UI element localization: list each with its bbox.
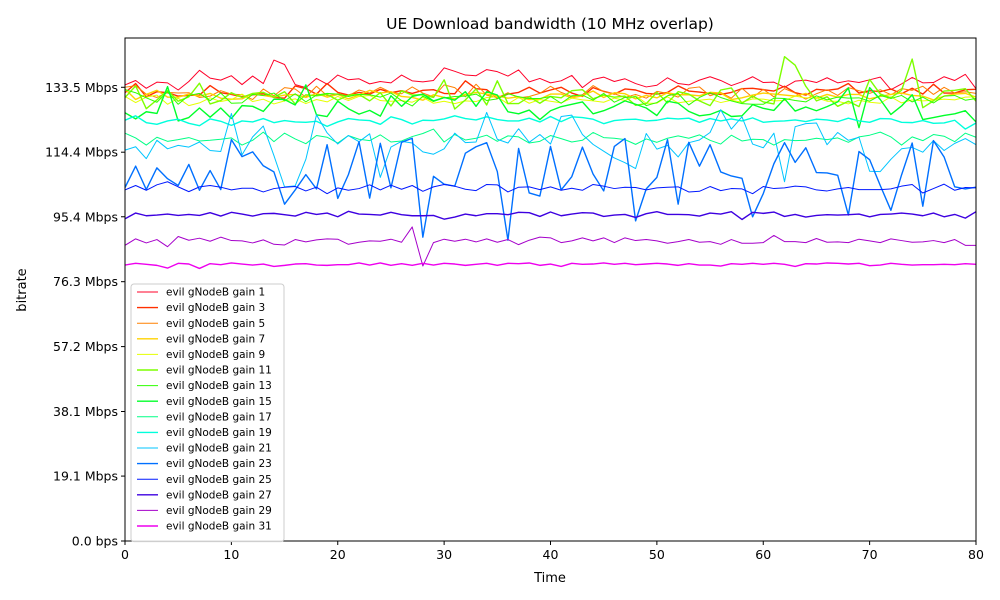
y-tick-label: 114.4 Mbps [45, 145, 118, 160]
y-tick-label: 57.2 Mbps [53, 339, 118, 354]
y-tick-label: 38.1 Mbps [53, 404, 118, 419]
legend-entry-label: evil gNodeB gain 15 [166, 396, 272, 408]
legend-entry-label: evil gNodeB gain 1 [166, 287, 265, 299]
y-tick-label: 95.4 Mbps [53, 209, 118, 224]
x-tick-label: 20 [330, 547, 346, 562]
y-tick-label: 0.0 bps [72, 534, 118, 549]
series-line-11 [124, 137, 977, 241]
legend-entry-label: evil gNodeB gain 19 [166, 427, 272, 439]
series-layer [124, 55, 977, 270]
chart-title: UE Download bandwidth (10 MHz overlap) [386, 15, 714, 33]
series-line-15 [124, 262, 977, 270]
series-line-9 [124, 115, 977, 130]
x-axis: 0 10 20 30 40 50 60 70 80 [121, 541, 984, 562]
y-tick-label: 76.3 Mbps [53, 274, 118, 289]
legend-entry-label: evil gNodeB gain 31 [166, 521, 272, 533]
legend: evil gNodeB gain 1 evil gNodeB gain 3 evil… [130, 283, 285, 543]
series-line-4 [124, 93, 977, 107]
x-tick-label: 40 [543, 547, 559, 562]
legend-entry-label: evil gNodeB gain 17 [166, 411, 272, 423]
series-line-2 [124, 83, 977, 101]
legend-entry-label: evil gNodeB gain 9 [166, 349, 265, 361]
x-tick-label: 10 [223, 547, 239, 562]
y-tick-label: 133.5 Mbps [45, 80, 118, 95]
series-line-12 [124, 181, 977, 195]
series-line-6 [124, 89, 977, 107]
legend-entry-label: evil gNodeB gain 5 [166, 318, 265, 330]
y-tick-label: 19.1 Mbps [53, 469, 118, 484]
legend-entry-label: evil gNodeB gain 27 [166, 489, 272, 501]
series-line-3 [124, 88, 977, 101]
legend-entry-label: evil gNodeB gain 7 [166, 333, 265, 345]
series-line-0 [124, 59, 977, 91]
legend-entry-label: evil gNodeB gain 3 [166, 302, 265, 314]
series-line-10 [124, 109, 977, 188]
legend-entry-label: evil gNodeB gain 23 [166, 458, 272, 470]
legend-entry-label: evil gNodeB gain 25 [166, 474, 272, 486]
legend-entry-label: evil gNodeB gain 11 [166, 365, 272, 377]
series-line-14 [124, 226, 976, 267]
x-axis-label: Time [533, 571, 566, 586]
legend-entry-label: evil gNodeB gain 13 [166, 380, 272, 392]
series-line-7 [124, 84, 977, 129]
legend-entry-label: evil gNodeB gain 21 [166, 443, 272, 455]
x-tick-label: 0 [121, 547, 129, 562]
legend-entry-label: evil gNodeB gain 29 [166, 505, 272, 517]
series-line-13 [124, 210, 977, 221]
y-axis: 0.0 bps 19.1 Mbps 38.1 Mbps 57.2 Mbps 76.3 M… [45, 80, 125, 549]
x-tick-label: 60 [755, 547, 771, 562]
legend-box [130, 283, 285, 543]
x-tick-label: 80 [968, 547, 984, 562]
x-tick-label: 50 [649, 547, 665, 562]
x-tick-label: 30 [436, 547, 452, 562]
y-axis-label: bitrate [15, 268, 30, 311]
x-tick-label: 70 [862, 547, 878, 562]
